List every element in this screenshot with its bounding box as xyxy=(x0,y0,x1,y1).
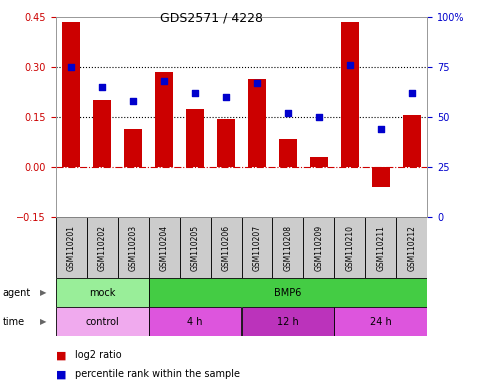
Text: GSM110202: GSM110202 xyxy=(98,225,107,271)
Text: GSM110207: GSM110207 xyxy=(253,225,261,271)
Point xyxy=(160,78,168,84)
Bar xyxy=(117,217,149,278)
Text: GSM110211: GSM110211 xyxy=(376,225,385,271)
Point xyxy=(315,114,323,120)
Text: GSM110209: GSM110209 xyxy=(314,225,324,271)
Bar xyxy=(86,217,117,278)
Bar xyxy=(62,22,80,167)
Bar xyxy=(248,79,266,167)
Text: agent: agent xyxy=(2,288,30,298)
Bar xyxy=(149,278,427,307)
Bar xyxy=(341,22,359,167)
Text: time: time xyxy=(2,316,25,327)
Point xyxy=(98,84,106,90)
Text: mock: mock xyxy=(89,288,115,298)
Bar xyxy=(272,217,303,278)
Bar xyxy=(279,139,297,167)
Bar xyxy=(242,217,272,278)
Bar xyxy=(310,157,328,167)
Bar xyxy=(186,109,204,167)
Text: GSM110205: GSM110205 xyxy=(190,225,199,271)
Bar xyxy=(155,72,173,167)
Bar xyxy=(372,167,390,187)
Text: GSM110208: GSM110208 xyxy=(284,225,293,271)
Bar xyxy=(149,217,180,278)
Text: GSM110212: GSM110212 xyxy=(408,225,416,271)
Point xyxy=(253,80,261,86)
Bar xyxy=(124,129,142,167)
Bar xyxy=(366,217,397,278)
Bar xyxy=(211,217,242,278)
Text: log2 ratio: log2 ratio xyxy=(75,350,122,360)
Point xyxy=(284,110,292,116)
Bar xyxy=(93,101,112,167)
Bar xyxy=(217,119,235,167)
Point xyxy=(346,62,354,68)
Bar xyxy=(56,217,86,278)
Bar xyxy=(334,217,366,278)
Point xyxy=(67,64,75,70)
Text: GSM110210: GSM110210 xyxy=(345,225,355,271)
Text: ▶: ▶ xyxy=(40,317,47,326)
Point xyxy=(377,126,385,132)
Bar xyxy=(56,278,149,307)
Point xyxy=(191,90,199,96)
Point xyxy=(129,98,137,104)
Bar xyxy=(180,217,211,278)
Text: control: control xyxy=(85,316,119,327)
Bar xyxy=(397,217,427,278)
Text: GSM110204: GSM110204 xyxy=(159,225,169,271)
Text: ▶: ▶ xyxy=(40,288,47,297)
Text: BMP6: BMP6 xyxy=(274,288,302,298)
Bar xyxy=(334,307,427,336)
Text: percentile rank within the sample: percentile rank within the sample xyxy=(75,369,240,379)
Text: GDS2571 / 4228: GDS2571 / 4228 xyxy=(160,12,263,25)
Bar xyxy=(403,116,421,167)
Text: 24 h: 24 h xyxy=(370,316,392,327)
Bar xyxy=(303,217,334,278)
Text: GSM110206: GSM110206 xyxy=(222,225,230,271)
Text: 4 h: 4 h xyxy=(187,316,203,327)
Text: ■: ■ xyxy=(56,350,66,360)
Text: 12 h: 12 h xyxy=(277,316,299,327)
Point xyxy=(222,94,230,100)
Bar xyxy=(56,307,149,336)
Point xyxy=(408,90,416,96)
Text: GSM110203: GSM110203 xyxy=(128,225,138,271)
Bar xyxy=(149,307,242,336)
Bar xyxy=(242,307,334,336)
Text: ■: ■ xyxy=(56,369,66,379)
Text: GSM110201: GSM110201 xyxy=(67,225,75,271)
